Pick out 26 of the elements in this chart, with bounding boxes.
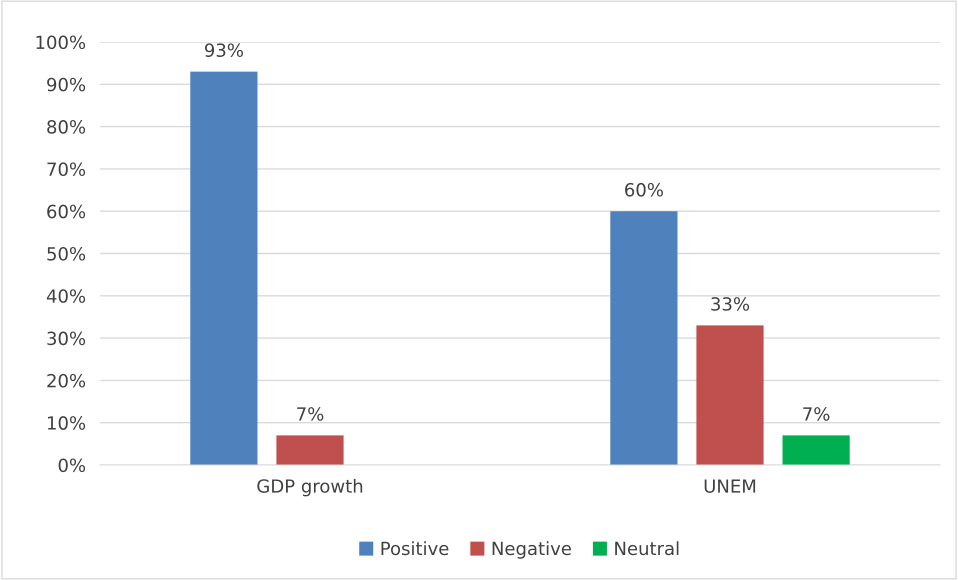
x-tick-label: GDP growth [257,478,362,496]
data-label: 7% [803,407,830,421]
y-tick-label: 90% [47,78,86,92]
legend-label: Neutral [615,541,678,556]
bar [276,435,344,465]
y-tick-label: 0% [58,458,86,472]
y-tick-label: 40% [46,289,86,303]
bar [190,72,258,465]
bar [610,211,678,465]
y-tick-label: 100% [36,35,86,50]
data-label: 60% [625,182,663,197]
y-tick-label: 20% [47,374,86,388]
y-tick-label: 10% [48,416,86,430]
y-tick-label: 50% [47,246,86,261]
legend-label: Negative [492,541,571,559]
y-tick-label: 60% [47,204,86,218]
bar [696,325,764,465]
bar [782,435,850,465]
y-tick-label: 80% [47,120,86,134]
data-label: 7% [297,407,324,421]
y-tick-label: 30% [47,332,86,346]
data-label: 93% [204,43,243,57]
data-label: 33% [711,297,750,311]
legend-label: Positive [382,541,448,556]
y-tick-label: 70% [47,162,86,176]
x-tick-label: UNEM [704,479,756,493]
